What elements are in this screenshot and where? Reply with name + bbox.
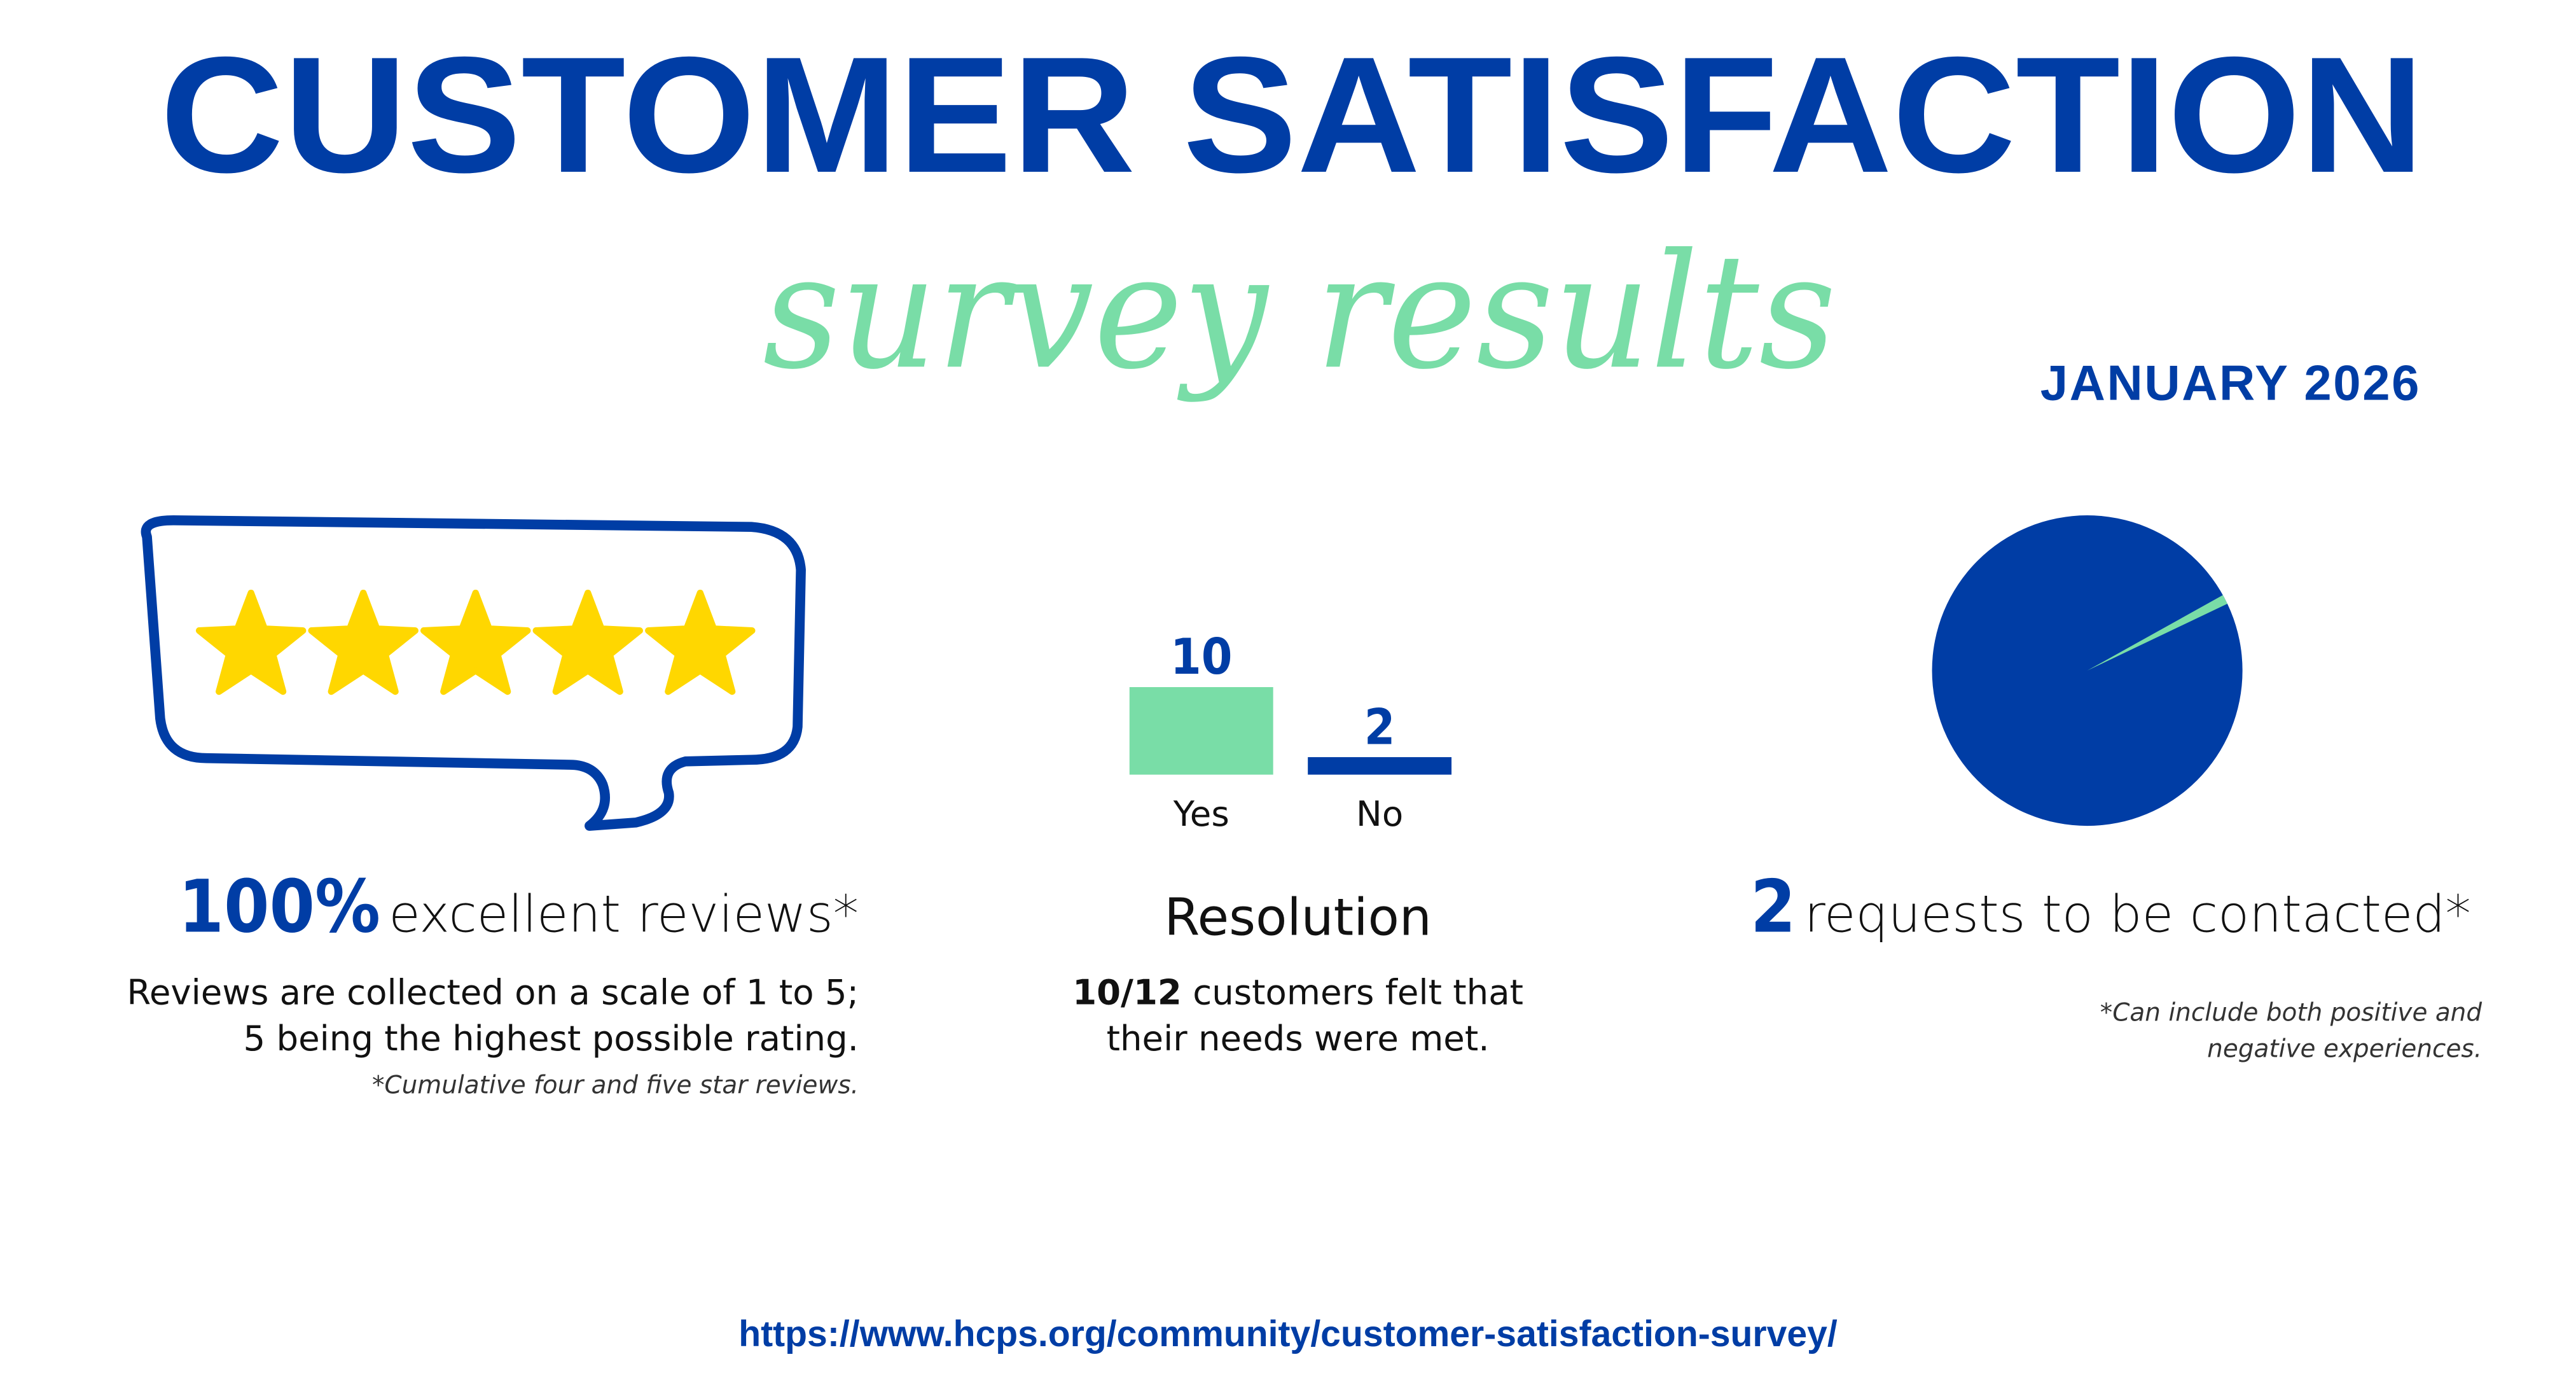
star-icon <box>532 589 643 695</box>
speech-bubble-icon <box>141 515 806 831</box>
page-title: CUSTOMER SATISFACTION <box>160 23 2424 207</box>
contact-label: requests to be contacted* <box>1804 885 2471 945</box>
resolution-fraction: 10/12 <box>1072 973 1182 1013</box>
resolution-bar-chart: 10 Yes 2 No <box>1129 629 1452 834</box>
reviews-description: Reviews are collected on a scale of 1 to… <box>127 970 859 1062</box>
resolution-line-2: their needs were met. <box>1106 1019 1490 1059</box>
resolution-title: Resolution <box>1164 888 1432 949</box>
bar-value-label: 2 <box>1364 699 1395 756</box>
bar-yes <box>1129 687 1273 775</box>
star-icon <box>645 589 756 695</box>
bar-no <box>1308 757 1452 775</box>
header-graphic: CUSTOMER SATISFACTION survey results <box>160 23 2424 404</box>
contact-count: 2 <box>1750 865 1796 950</box>
resolution-line-1: customers felt that <box>1193 973 1524 1013</box>
page-subtitle: survey results <box>763 219 1836 404</box>
resolution-description: 10/12 customers felt that their needs we… <box>967 970 1628 1062</box>
star-icon <box>195 589 307 695</box>
survey-link[interactable]: https://www.hcps.org/community/customer-… <box>738 1312 1838 1354</box>
contact-footnote: *Can include both positive and negative … <box>2100 994 2482 1067</box>
contact-pie-chart <box>1932 515 2243 826</box>
bar-value-label: 10 <box>1170 629 1233 686</box>
contact-footnote-line-2: negative experiences. <box>2207 1034 2483 1064</box>
contact-headline: 2 requests to be contacted* <box>1750 865 2471 949</box>
reviews-label: excellent reviews* <box>389 885 859 945</box>
star-icon <box>420 589 531 695</box>
reviews-percent: 100% <box>178 865 380 950</box>
reviews-line-2: 5 being the highest possible rating. <box>243 1019 859 1059</box>
reviews-line-1: Reviews are collected on a scale of 1 to… <box>127 973 859 1013</box>
bar-category-label: Yes <box>1173 793 1229 834</box>
pie-slice-small <box>2087 595 2227 671</box>
report-date: JANUARY 2026 <box>2040 356 2421 412</box>
contact-footnote-line-1: *Can include both positive and <box>2100 998 2483 1027</box>
star-icon <box>308 589 419 695</box>
reviews-footnote: *Cumulative four and five star reviews. <box>371 1070 859 1101</box>
bar-category-label: No <box>1356 793 1403 834</box>
reviews-headline: 100% excellent reviews* <box>178 865 859 949</box>
pie-slice-main <box>1932 515 2243 826</box>
